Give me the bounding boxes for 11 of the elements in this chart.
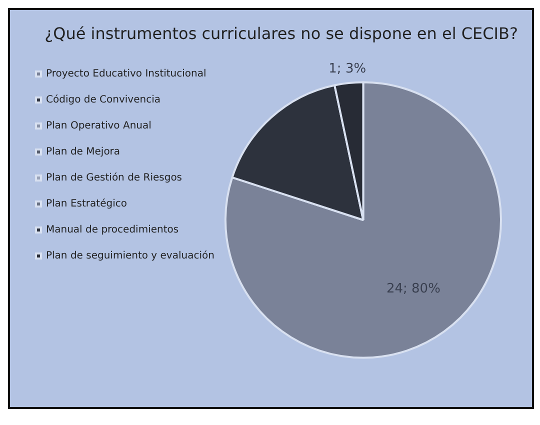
legend-label: Plan de seguimiento y evaluación xyxy=(46,250,214,262)
data-label: 1; 3% xyxy=(328,61,366,76)
chart-title: ¿Qué instrumentos curriculares no se dispone en el CECIB? xyxy=(44,23,519,45)
legend-label: Plan Estratégico xyxy=(46,198,127,210)
legend-label: Manual de procedimientos xyxy=(46,224,179,236)
legend-label: Proyecto Educativo Institucional xyxy=(46,68,206,80)
legend-label: Código de Convivencia xyxy=(46,94,160,106)
legend-label: Plan de Mejora xyxy=(46,146,120,158)
legend-label: Plan de Gestión de Riesgos xyxy=(46,172,182,184)
legend-label: Plan Operativo Anual xyxy=(46,120,152,132)
data-label: 24; 80% xyxy=(386,281,440,296)
